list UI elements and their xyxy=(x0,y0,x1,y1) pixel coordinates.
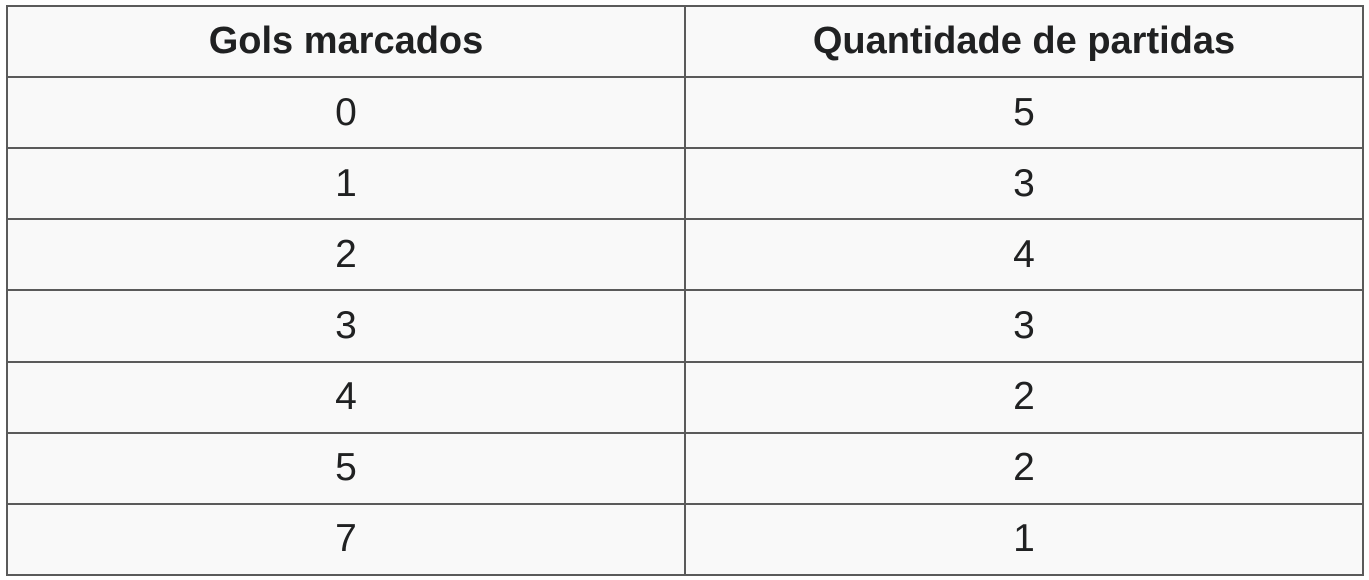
goals-cell: 0 xyxy=(6,75,686,150)
goals-cell: 7 xyxy=(6,502,686,577)
matches-cell: 1 xyxy=(684,502,1364,577)
header-gols-marcados: Gols marcados xyxy=(6,5,686,78)
matches-cell: 2 xyxy=(684,431,1364,505)
header-row: Gols marcados Quantidade de partidas xyxy=(6,5,1364,78)
matches-cell: 5 xyxy=(684,75,1364,150)
goals-cell: 2 xyxy=(6,218,686,292)
goals-cell: 1 xyxy=(6,147,686,221)
matches-cell: 2 xyxy=(684,360,1364,434)
goals-cell: 5 xyxy=(6,431,686,505)
matches-cell: 3 xyxy=(684,147,1364,221)
matches-cell: 4 xyxy=(684,218,1364,292)
goals-cell: 4 xyxy=(6,360,686,434)
header-quantidade-de-partidas: Quantidade de partidas xyxy=(684,5,1364,78)
goals-cell: 3 xyxy=(6,289,686,363)
matches-cell: 3 xyxy=(684,289,1364,363)
